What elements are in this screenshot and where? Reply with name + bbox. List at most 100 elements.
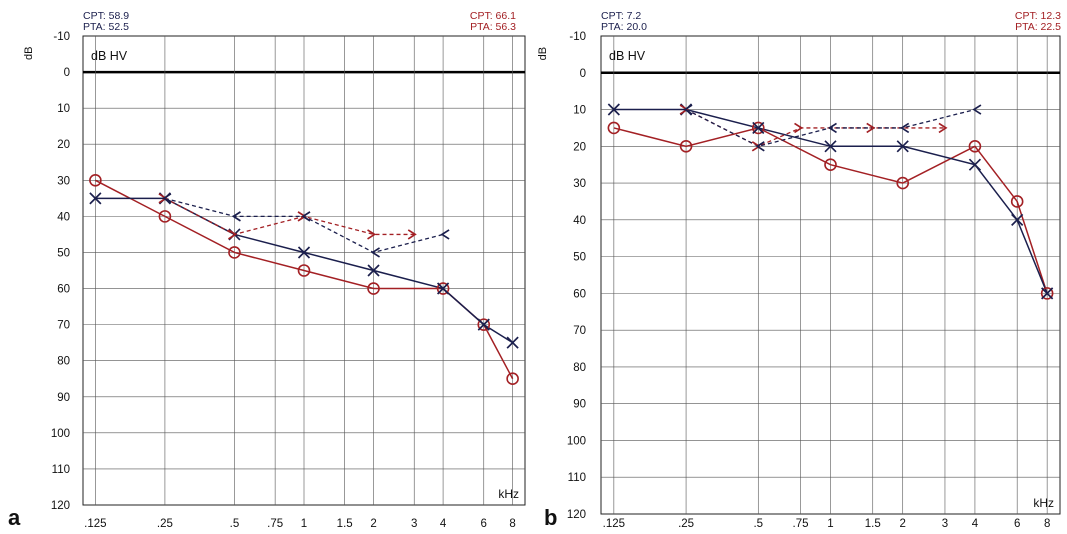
x-tick-label: 2 xyxy=(370,518,376,530)
right-air-marker xyxy=(751,121,765,135)
cpt-left-b: CPT: 7.2 xyxy=(601,10,642,22)
right-bone-marker xyxy=(407,229,417,240)
x-tick-label: .5 xyxy=(230,518,240,530)
x-tick-label: 6 xyxy=(481,518,487,530)
right-bone-marker xyxy=(367,229,377,240)
left-bone-marker xyxy=(683,104,693,115)
x-tick-label: .5 xyxy=(753,518,763,530)
header-left-a: CPT: 58.9 PTA: 52.5 xyxy=(83,11,129,33)
panel-label-a: a xyxy=(8,505,21,530)
x-tick-label: .75 xyxy=(793,518,809,530)
audiogram-chart-b: -10 0 10 20 30 40 50 60 70 80 90 100 110 120 .125 .25 .5… xyxy=(537,31,1061,530)
left-air-marker xyxy=(752,121,765,135)
right-air-marker xyxy=(367,282,380,295)
right-air-marker xyxy=(228,246,241,259)
cpt-right-a: CPT: 66.1 xyxy=(469,10,516,22)
y-tick-label: 80 xyxy=(573,362,586,374)
left-bone-marker xyxy=(900,122,910,134)
left-bone-marker xyxy=(755,141,765,152)
right-bone-marker xyxy=(866,122,876,134)
x-tick-label: .25 xyxy=(157,518,173,530)
right-air-marker xyxy=(896,176,910,190)
y-tick-label: 110 xyxy=(52,464,70,476)
x-tick-label: .75 xyxy=(267,518,283,530)
left-air-marker xyxy=(436,282,450,295)
left-bone-marker xyxy=(370,247,381,258)
right-air-marker xyxy=(436,282,450,295)
y-tick-label: 10 xyxy=(573,105,586,117)
left-air-marker xyxy=(896,140,909,153)
right-air-marker xyxy=(89,174,102,187)
y-axis-label: dB xyxy=(23,47,35,60)
y-tick-label: 90 xyxy=(57,392,70,404)
left-air-marker xyxy=(89,192,102,205)
cpt-left-a: CPT: 58.9 xyxy=(83,10,130,22)
x-tick-label: .25 xyxy=(678,518,694,530)
y-tick-label: 50 xyxy=(573,252,586,264)
y-tick-label: 100 xyxy=(567,435,586,447)
y-tick-label: 60 xyxy=(57,284,70,296)
x-axis-label: kHz xyxy=(498,487,519,501)
y-tick-label: 70 xyxy=(573,325,586,337)
right-air-marker xyxy=(607,121,621,135)
x-tick-label: .125 xyxy=(84,518,106,530)
y-tick-label: -10 xyxy=(53,31,70,43)
x-tick-label: 1.5 xyxy=(865,518,881,530)
right-air-marker xyxy=(1040,287,1054,300)
y-tick-label: 120 xyxy=(51,500,70,512)
left-bone-marker xyxy=(972,104,982,115)
y-tick-label: 30 xyxy=(57,175,70,187)
x-tick-label: 1 xyxy=(301,518,307,530)
y-tick-label: 50 xyxy=(57,247,70,259)
y-tick-label: 100 xyxy=(51,428,70,440)
left-air-marker xyxy=(607,103,620,116)
left-air-marker xyxy=(1011,213,1024,226)
x-tick-label: 8 xyxy=(1044,518,1050,530)
header-right-b: CPT: 12.3 PTA: 22.5 xyxy=(1015,11,1061,33)
x-tick-label: 6 xyxy=(1014,518,1020,530)
y-tick-label: 110 xyxy=(568,472,586,484)
right-air-marker xyxy=(158,210,172,223)
y-tick-label: 120 xyxy=(567,509,586,521)
y-tick-label: 20 xyxy=(573,141,586,153)
left-bone-marker xyxy=(231,211,241,222)
left-air-marker xyxy=(968,158,982,171)
left-bone-marker xyxy=(301,211,311,222)
header-right-a: CPT: 66.1 PTA: 56.3 xyxy=(470,11,516,33)
left-air-marker xyxy=(297,246,311,259)
x-tick-label: 4 xyxy=(440,518,447,530)
x-tick-label: 8 xyxy=(509,518,515,530)
x-tick-label: .125 xyxy=(603,518,625,530)
cpt-right-b: CPT: 12.3 xyxy=(1014,10,1061,22)
right-bone-marker xyxy=(227,229,238,240)
left-air-marker xyxy=(1041,287,1054,300)
y-tick-label: 0 xyxy=(64,67,70,79)
audiogram-chart-a: -10 0 10 20 30 40 50 60 70 80 90 100 110 120 .125 .25 .5… xyxy=(23,31,526,530)
x-axis-label: kHz xyxy=(1033,496,1054,510)
audiogram-panel-b: CPT: 7.2 PTA: 20.0 CPT: 12.3 PTA: 22.5 b… xyxy=(534,0,1067,534)
x-tick-label: 1.5 xyxy=(337,518,353,530)
y-tick-label: 0 xyxy=(580,68,586,80)
right-air-marker xyxy=(679,140,693,153)
right-bone-marker xyxy=(938,122,948,134)
pta-left-b: PTA: 20.0 xyxy=(601,21,647,33)
right-air-marker xyxy=(1010,195,1024,208)
left-air-marker xyxy=(506,336,519,349)
right-air-marker xyxy=(506,372,519,386)
x-tick-label: 4 xyxy=(972,518,979,530)
y-tick-label: 10 xyxy=(57,103,70,115)
y-tick-label: 40 xyxy=(57,211,70,223)
y-tick-label: 40 xyxy=(573,215,586,227)
inner-unit-label: dB HV xyxy=(609,49,646,63)
right-bone-marker xyxy=(679,104,689,115)
right_air-line xyxy=(613,127,1048,294)
y-tick-label: 30 xyxy=(573,178,586,190)
left_air-line xyxy=(95,197,514,344)
inner-unit-label: dB HV xyxy=(91,49,128,63)
left-bone-marker xyxy=(827,122,837,134)
pta-right-a: PTA: 56.3 xyxy=(470,21,516,33)
y-tick-label: 90 xyxy=(573,399,586,411)
right-bone-marker xyxy=(794,122,804,134)
x-tick-label: 3 xyxy=(942,518,948,530)
x-tick-label: 2 xyxy=(900,518,906,530)
